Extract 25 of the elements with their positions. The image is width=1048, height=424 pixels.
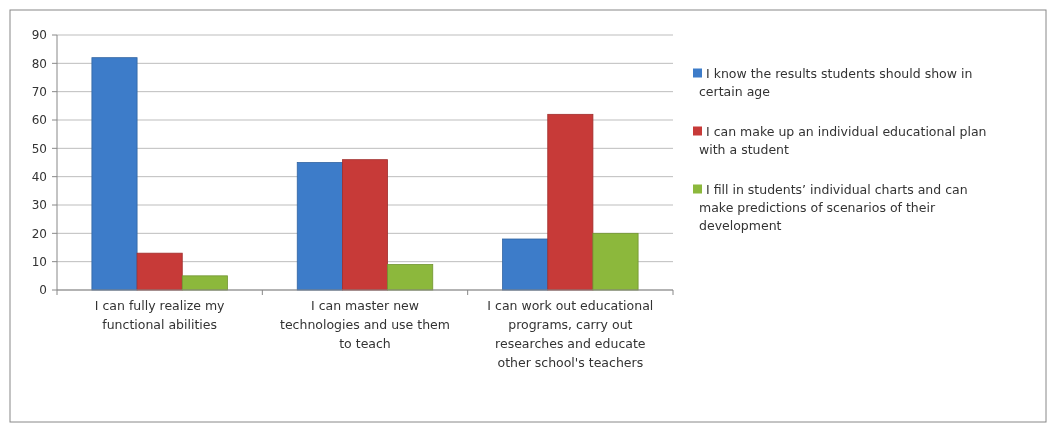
legend-label: I know the results students should show in certain age (699, 65, 973, 99)
bar (342, 159, 388, 291)
y-tick-label: 90 (31, 28, 47, 43)
y-tick-label: 80 (31, 56, 47, 71)
bar (502, 238, 549, 291)
y-tick-label: 50 (31, 141, 47, 156)
y-tick-label: 0 (39, 283, 47, 298)
x-tick-label: I can fully realize my functional abilities (94, 298, 226, 332)
y-tick-label: 10 (31, 254, 47, 269)
y-tick-label: 20 (31, 226, 47, 241)
y-tick-label: 60 (31, 113, 47, 128)
bar (387, 264, 434, 291)
y-tick-label: 70 (31, 84, 47, 99)
x-tick-label: I can work out educational programs, carry out researches and educate other school's teachers (487, 298, 654, 370)
legend-label: I fill in students’ individual charts and can make predictions of scenarios of their development (699, 181, 968, 233)
legend-label: I can make up an individual educational plan with a student (699, 123, 987, 157)
y-tick-label: 30 (31, 198, 47, 213)
y-tick-label: 40 (31, 169, 47, 184)
bar (296, 162, 343, 291)
bar (136, 252, 183, 291)
bar (181, 275, 228, 291)
bar (547, 113, 594, 291)
x-tick-label: I can master new technologies and use them to teach (280, 298, 450, 351)
bar (592, 232, 639, 291)
bar (91, 57, 138, 291)
